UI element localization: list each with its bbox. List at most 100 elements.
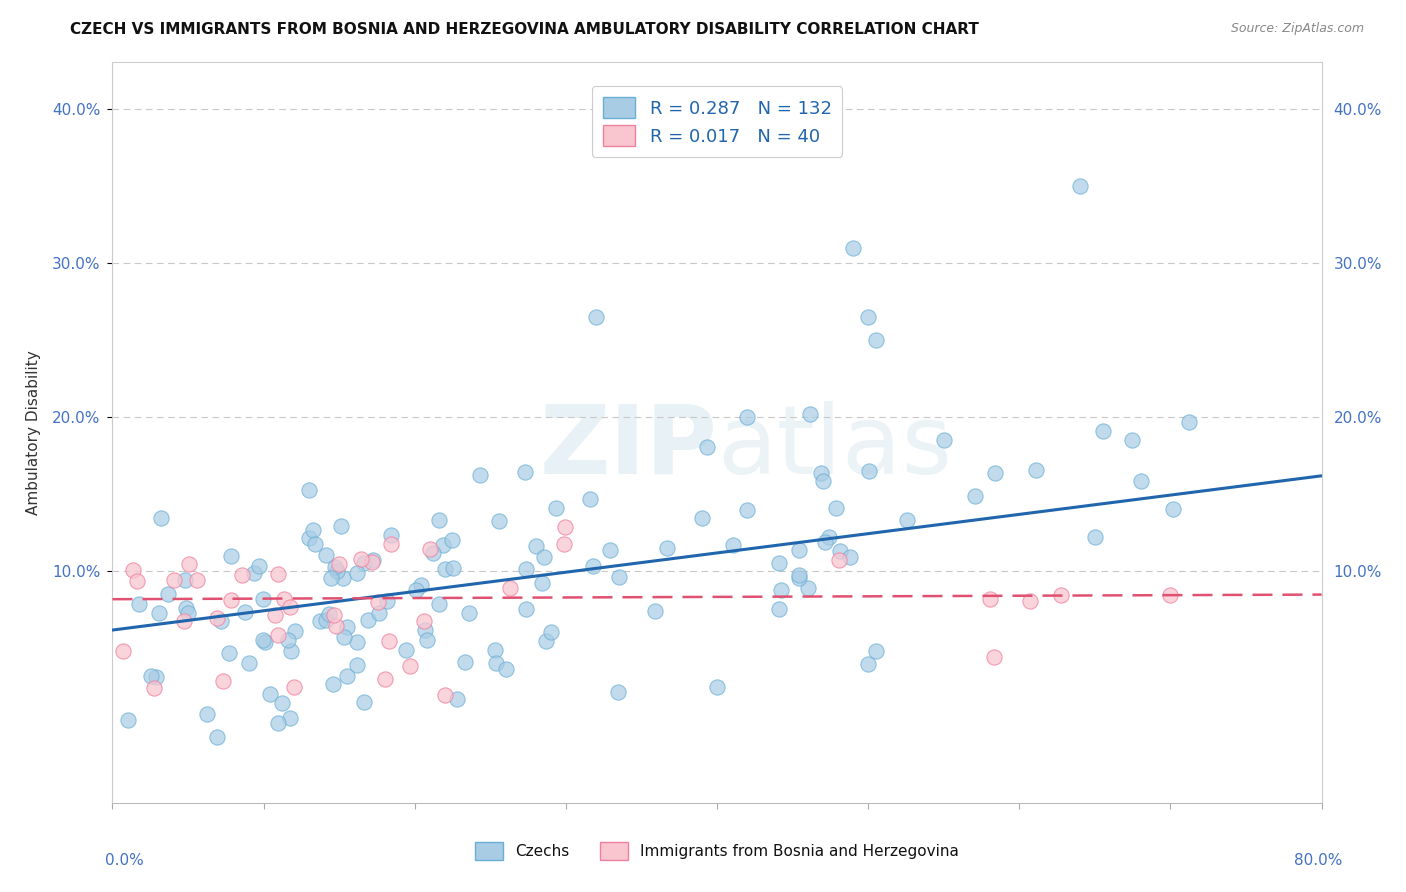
Point xyxy=(432,538,454,552)
Point xyxy=(768,602,790,616)
Point xyxy=(582,559,605,574)
Point xyxy=(267,628,290,642)
Point xyxy=(405,583,427,598)
Point xyxy=(280,644,302,658)
Point xyxy=(353,556,375,570)
Text: ZIP: ZIP xyxy=(538,401,717,494)
Point xyxy=(111,644,134,658)
Point xyxy=(218,646,240,660)
Point xyxy=(824,501,846,516)
Point xyxy=(858,464,880,478)
Point xyxy=(409,578,432,592)
Point xyxy=(787,568,810,582)
Point xyxy=(273,592,295,607)
Point xyxy=(264,607,287,622)
Point xyxy=(513,465,536,479)
Point xyxy=(399,659,422,673)
Point xyxy=(533,550,555,565)
Point xyxy=(810,466,832,480)
Point xyxy=(983,650,1005,665)
Point xyxy=(380,537,402,551)
Point xyxy=(195,707,218,722)
Point xyxy=(329,518,352,533)
Point xyxy=(817,530,839,544)
Point xyxy=(524,539,547,553)
Point xyxy=(419,541,441,556)
Point xyxy=(599,542,621,557)
Point xyxy=(336,620,359,634)
Point xyxy=(380,528,402,542)
Point xyxy=(468,468,491,483)
Point xyxy=(1084,530,1107,544)
Point xyxy=(125,574,148,588)
Point xyxy=(607,570,630,584)
Point xyxy=(357,613,380,627)
Point xyxy=(770,583,793,598)
Point xyxy=(828,553,851,567)
Point xyxy=(157,586,180,600)
Point xyxy=(644,604,666,618)
Point xyxy=(318,607,340,622)
Point xyxy=(267,566,290,581)
Point xyxy=(121,563,143,577)
Point xyxy=(1130,475,1153,489)
Point xyxy=(328,557,350,571)
Point xyxy=(395,643,418,657)
Point xyxy=(315,613,337,627)
Point xyxy=(252,592,274,607)
Text: atlas: atlas xyxy=(717,401,952,494)
Point xyxy=(495,662,517,676)
Point xyxy=(441,533,464,547)
Point xyxy=(706,680,728,694)
Point xyxy=(433,562,456,576)
Point xyxy=(231,568,253,582)
Point xyxy=(856,310,880,324)
Point xyxy=(350,551,373,566)
Point xyxy=(585,310,607,324)
Point xyxy=(254,635,277,649)
Point xyxy=(768,557,790,571)
Point xyxy=(453,655,475,669)
Point xyxy=(361,553,384,567)
Point xyxy=(1018,594,1040,608)
Point xyxy=(579,491,602,506)
Point xyxy=(148,606,170,620)
Point xyxy=(233,605,256,619)
Point xyxy=(315,548,337,562)
Point xyxy=(271,696,294,710)
Point xyxy=(207,730,229,744)
Point xyxy=(332,571,354,585)
Point xyxy=(787,543,810,558)
Y-axis label: Ambulatory Disability: Ambulatory Disability xyxy=(27,351,41,515)
Point xyxy=(219,549,242,563)
Point xyxy=(346,566,368,581)
Point xyxy=(799,407,821,421)
Point xyxy=(838,550,860,565)
Point xyxy=(1177,415,1199,429)
Point xyxy=(186,573,208,587)
Point xyxy=(446,692,468,706)
Point xyxy=(530,576,553,591)
Point xyxy=(1069,178,1091,193)
Point xyxy=(1121,433,1143,447)
Text: 0.0%: 0.0% xyxy=(105,854,145,868)
Point xyxy=(422,546,444,560)
Point xyxy=(963,489,986,503)
Point xyxy=(427,597,450,611)
Point xyxy=(332,630,354,644)
Point xyxy=(485,656,508,670)
Point xyxy=(145,670,167,684)
Point xyxy=(278,711,301,725)
Point xyxy=(346,634,368,648)
Point xyxy=(209,614,232,628)
Point xyxy=(322,607,344,622)
Point xyxy=(238,657,260,671)
Point xyxy=(690,511,713,525)
Point xyxy=(723,538,745,552)
Point xyxy=(361,555,384,569)
Point xyxy=(856,657,880,671)
Point xyxy=(284,624,307,638)
Point xyxy=(441,561,464,575)
Point xyxy=(298,531,321,545)
Point xyxy=(515,562,537,576)
